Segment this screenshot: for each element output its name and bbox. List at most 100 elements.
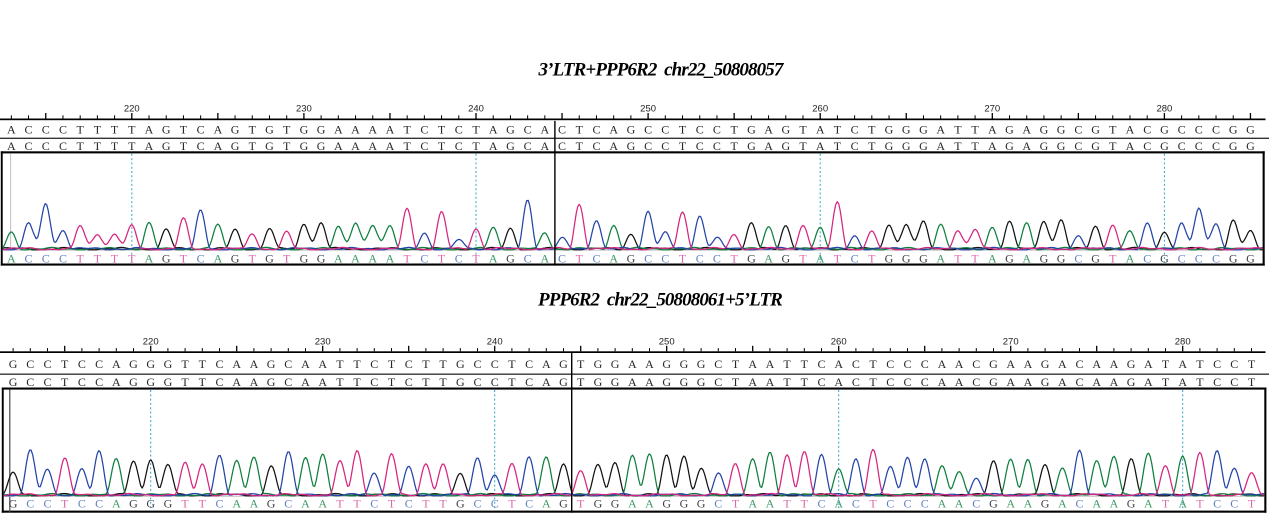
svg-text:C: C [851, 122, 859, 136]
svg-text:C: C [59, 251, 67, 265]
svg-text:A: A [938, 497, 947, 511]
svg-text:G: G [231, 251, 240, 265]
svg-text:T: T [1196, 357, 1204, 371]
svg-text:G: G [611, 375, 620, 389]
svg-text:A: A [645, 357, 654, 371]
svg-text:T: T [783, 357, 791, 371]
svg-text:A: A [1144, 375, 1153, 389]
svg-text:G: G [559, 357, 568, 371]
svg-text:A: A [816, 251, 825, 265]
svg-text:T: T [61, 357, 69, 371]
svg-text:C: C [1074, 122, 1082, 136]
svg-text:C: C [713, 139, 721, 153]
svg-text:T: T [199, 497, 207, 511]
svg-text:T: T [732, 357, 740, 371]
svg-text:G: G [1041, 497, 1050, 511]
svg-text:G: G [1160, 251, 1169, 265]
svg-text:G: G [611, 497, 620, 511]
svg-text:A: A [764, 122, 773, 136]
svg-text:C: C [197, 139, 205, 153]
svg-text:A: A [7, 251, 16, 265]
svg-text:G: G [267, 357, 276, 371]
svg-text:230: 230 [296, 104, 312, 115]
svg-text:C: C [1195, 139, 1203, 153]
svg-text:C: C [817, 357, 825, 371]
svg-text:C: C [713, 122, 721, 136]
svg-text:C: C [42, 122, 50, 136]
svg-text:T: T [422, 375, 430, 389]
svg-text:T: T [954, 251, 962, 265]
svg-text:C: C [661, 251, 669, 265]
svg-text:G: G [9, 357, 18, 371]
svg-text:C: C [1230, 497, 1238, 511]
svg-text:G: G [627, 251, 636, 265]
svg-text:A: A [816, 122, 825, 136]
svg-text:C: C [370, 357, 378, 371]
svg-text:A: A [145, 122, 154, 136]
svg-text:A: A [816, 139, 825, 153]
svg-text:T: T [111, 139, 119, 153]
svg-text:T: T [869, 357, 877, 371]
svg-text:G: G [1091, 251, 1100, 265]
svg-text:A: A [1178, 497, 1187, 511]
svg-text:T: T [94, 251, 102, 265]
svg-text:A: A [489, 122, 498, 136]
svg-text:G: G [697, 357, 706, 371]
svg-text:A: A [1058, 375, 1067, 389]
svg-text:T: T [77, 139, 85, 153]
svg-text:C: C [972, 357, 980, 371]
svg-text:C: C [1212, 139, 1220, 153]
svg-text:A: A [351, 122, 360, 136]
svg-text:C: C [95, 375, 103, 389]
svg-text:G: G [1005, 251, 1014, 265]
svg-text:T: T [731, 251, 739, 265]
svg-text:G: G [680, 357, 689, 371]
svg-text:A: A [489, 139, 498, 153]
svg-text:T: T [336, 497, 344, 511]
svg-text:T: T [353, 497, 361, 511]
svg-text:A: A [766, 497, 775, 511]
svg-text:T: T [1196, 497, 1204, 511]
svg-text:G: G [265, 251, 274, 265]
svg-text:C: C [1230, 375, 1238, 389]
svg-text:A: A [645, 497, 654, 511]
svg-text:G: G [162, 251, 171, 265]
svg-text:T: T [577, 357, 585, 371]
svg-text:T: T [1248, 497, 1256, 511]
svg-text:G: G [456, 357, 465, 371]
svg-text:240: 240 [468, 104, 484, 115]
svg-text:G: G [627, 139, 636, 153]
svg-text:G: G [9, 497, 18, 511]
svg-text:T: T [128, 251, 136, 265]
svg-text:C: C [1213, 375, 1221, 389]
svg-text:T: T [199, 375, 207, 389]
svg-text:A: A [351, 139, 360, 153]
svg-text:A: A [988, 122, 997, 136]
svg-text:230: 230 [315, 336, 331, 347]
svg-text:C: C [817, 497, 825, 511]
svg-text:T: T [508, 497, 516, 511]
svg-text:G: G [697, 375, 706, 389]
svg-text:A: A [386, 139, 395, 153]
svg-text:A: A [368, 122, 377, 136]
svg-text:G: G [662, 375, 671, 389]
svg-text:C: C [592, 122, 600, 136]
svg-text:G: G [781, 251, 790, 265]
svg-text:A: A [145, 139, 154, 153]
svg-text:G: G [317, 251, 326, 265]
svg-text:T: T [971, 139, 979, 153]
svg-text:G: G [1091, 122, 1100, 136]
svg-text:A: A [609, 139, 618, 153]
svg-text:C: C [525, 357, 533, 371]
svg-text:T: T [199, 357, 207, 371]
svg-text:C: C [1195, 251, 1203, 265]
svg-text:A: A [1144, 497, 1153, 511]
svg-text:C: C [1212, 122, 1220, 136]
svg-text:A: A [936, 139, 945, 153]
svg-text:C: C [95, 497, 103, 511]
svg-text:A: A [1144, 357, 1153, 371]
svg-text:T: T [577, 375, 585, 389]
svg-text:T: T [404, 139, 412, 153]
svg-text:T: T [508, 375, 516, 389]
svg-text:G: G [559, 375, 568, 389]
